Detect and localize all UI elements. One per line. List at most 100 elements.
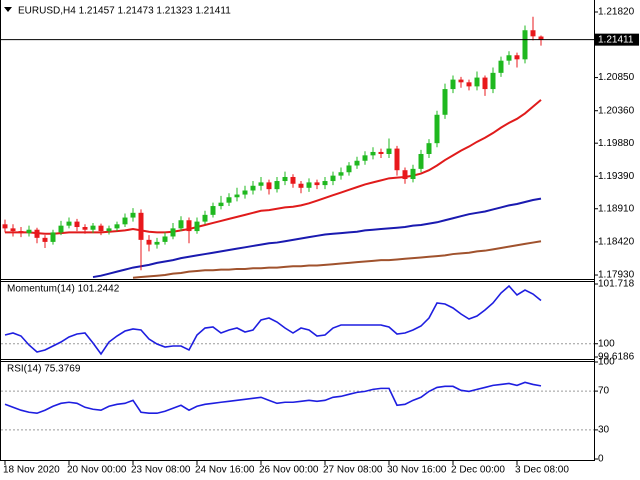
- candle-body: [74, 221, 80, 228]
- candle-body: [522, 30, 528, 60]
- candle-body: [82, 227, 88, 230]
- y-tick-label: 99.6186: [598, 352, 635, 363]
- candle-body: [418, 153, 424, 169]
- candle-body: [98, 225, 104, 232]
- candle-body: [290, 176, 296, 184]
- candle-body: [314, 182, 320, 186]
- x-tick-label: 26 Nov 00:00: [259, 465, 319, 476]
- candle-body: [490, 72, 496, 90]
- indicator-line: [4, 284, 542, 356]
- y-tick-label: 100: [598, 357, 615, 368]
- candle-body: [386, 148, 392, 154]
- candle-body: [330, 175, 336, 182]
- candle-body: [378, 151, 384, 154]
- candle-body: [250, 185, 256, 191]
- y-tick-label: 1.20360: [598, 105, 635, 116]
- current-price-label: 1.21411: [598, 34, 634, 45]
- x-tick-label: 24 Nov 16:00: [195, 465, 255, 476]
- candle-body: [258, 182, 264, 186]
- current-price-box: [595, 33, 639, 46]
- candle-body: [306, 182, 312, 188]
- candle-body: [186, 220, 192, 232]
- candle-body: [42, 237, 48, 242]
- candle-body: [122, 217, 128, 225]
- indicator-line: [4, 381, 542, 415]
- candle-body: [362, 155, 368, 161]
- candle-body: [338, 172, 344, 176]
- menu-triangle: [4, 7, 12, 12]
- candle-body: [530, 30, 536, 37]
- candle-body: [170, 228, 176, 237]
- candle-body: [538, 36, 544, 40]
- candle-body: [482, 77, 488, 90]
- y-tick-label: 0: [598, 454, 604, 465]
- candle-body: [434, 114, 440, 144]
- main-title: EURUSD,H4 1.21457 1.21473 1.21323 1.2141…: [18, 6, 231, 17]
- candle-body: [50, 232, 56, 242]
- x-tick-label: 23 Nov 08:00: [131, 465, 191, 476]
- candle-body: [234, 194, 240, 198]
- candle-body: [138, 212, 144, 240]
- candle-body: [474, 77, 480, 87]
- y-tick-label: 1.19390: [598, 171, 635, 182]
- moving-average: [5, 99, 542, 235]
- candle-body: [450, 79, 456, 90]
- candle-body: [226, 197, 232, 203]
- candle-body: [58, 225, 64, 233]
- candle-body: [146, 239, 152, 245]
- candle-body: [178, 220, 184, 229]
- y-tick-label: 70: [598, 386, 610, 397]
- candle-body: [458, 79, 464, 83]
- candle-body: [402, 170, 408, 180]
- y-tick-label: 1.21820: [598, 7, 635, 18]
- candle-body: [66, 221, 72, 226]
- candle-body: [18, 231, 24, 234]
- x-tick-label: 2 Dec 00:00: [451, 465, 505, 476]
- candle-body: [346, 165, 352, 173]
- candle-body: [266, 182, 272, 190]
- candle-body: [130, 212, 136, 218]
- y-tick-label: 1.19880: [598, 138, 635, 149]
- candle-body: [498, 60, 504, 73]
- candle-body: [322, 181, 328, 186]
- y-tick-label: 1.20850: [598, 72, 635, 83]
- candle-body: [162, 236, 168, 242]
- candle-body: [506, 55, 512, 61]
- moving-average: [92, 197, 542, 279]
- candle-body: [114, 224, 120, 229]
- candle-body: [154, 241, 160, 245]
- candle-body: [370, 151, 376, 156]
- candle-body: [410, 168, 416, 180]
- candle-body: [242, 190, 248, 195]
- candle-body: [298, 183, 304, 188]
- plot-layer: [1, 16, 594, 431]
- candle-body: [514, 55, 520, 60]
- candle-body: [2, 224, 8, 229]
- moving-average: [132, 240, 542, 279]
- candle-body: [34, 229, 40, 238]
- y-tick-label: 1.18910: [598, 203, 635, 214]
- candle-body: [442, 89, 448, 115]
- momentum-title: Momentum(14) 101.2442: [7, 284, 120, 295]
- x-tick-label: 18 Nov 2020: [3, 465, 60, 476]
- candle-body: [354, 160, 360, 166]
- y-tick-label: 1.17930: [598, 270, 635, 281]
- candle-body: [394, 148, 400, 171]
- candle-body: [202, 214, 208, 222]
- candle-body: [10, 228, 16, 232]
- y-tick-label: 101.718: [598, 279, 635, 290]
- y-tick-label: 100: [598, 338, 615, 349]
- candle-body: [26, 229, 32, 234]
- candle-body: [90, 225, 96, 230]
- candle-body: [426, 143, 432, 154]
- candle-body: [210, 206, 216, 215]
- candle-body: [218, 202, 224, 207]
- candle-body: [106, 228, 112, 232]
- y-tick-label: 30: [598, 425, 610, 436]
- x-tick-label: 20 Nov 00:00: [67, 465, 127, 476]
- x-tick-label: 3 Dec 08:00: [515, 465, 569, 476]
- x-tick-label: 30 Nov 16:00: [387, 465, 447, 476]
